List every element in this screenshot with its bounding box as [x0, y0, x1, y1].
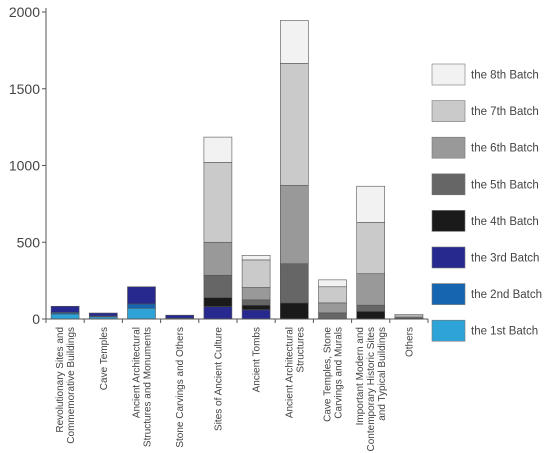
legend-label: the 3rd Batch	[471, 253, 539, 265]
legend-label: the 5th Batch	[471, 179, 539, 191]
category-label: Commemorative Buildings	[66, 327, 77, 444]
category-label: Carvings and Murals	[334, 327, 345, 419]
bar-segment-5-series-3	[241, 304, 271, 311]
bar-segment-7-series-7	[318, 279, 347, 288]
bar-segment-7-series-4	[318, 312, 347, 320]
bar-segment-9-series-7	[394, 314, 424, 317]
bar-segment-0-series-0	[50, 313, 80, 320]
plot-area	[50, 20, 424, 320]
bar-segment-4-series-5	[203, 241, 233, 276]
legend-swatch	[431, 63, 466, 86]
bar-segment-2-series-1	[127, 303, 156, 309]
bar-segment-8-series-6	[356, 221, 386, 275]
legend-label: the 1st Batch	[471, 326, 538, 338]
bar-segment-8-series-7	[356, 185, 386, 223]
y-tick-label: 500	[17, 234, 41, 250]
legend-swatch	[431, 319, 466, 342]
category-label: Others	[404, 327, 415, 357]
category-label: and Typical Buildings	[377, 327, 388, 421]
bar-segment-6-series-3	[279, 302, 309, 320]
category-label: Ancient Architectural	[284, 327, 295, 418]
y-tick-label: 1000	[9, 158, 40, 174]
axes: 0 500 1000 1500 2000	[9, 4, 429, 327]
bar-segment-1-series-2	[89, 312, 118, 317]
legend-swatch	[431, 173, 466, 196]
bar-segment-6-series-6	[279, 63, 309, 186]
legend-label: the 4th Batch	[471, 216, 539, 228]
y-tick-label: 0	[32, 311, 40, 327]
bar-segment-0-series-2	[50, 305, 80, 313]
bar-segment-5-series-5	[241, 287, 271, 301]
bar-segment-6-series-5	[279, 185, 309, 265]
bar-segment-5-series-6	[241, 259, 271, 288]
legend-swatch	[431, 283, 466, 305]
legend-swatch	[431, 210, 466, 232]
bar-segment-2-series-2	[127, 286, 156, 305]
category-label: Cave Temples	[99, 327, 110, 390]
bar-segment-5-series-2	[241, 309, 271, 320]
bar-segment-2-series-0	[127, 307, 156, 320]
category-label: Ancient Tombs	[252, 327, 263, 392]
bar-segment-4-series-2	[203, 306, 233, 320]
category-label: Structures and Monuments	[143, 327, 154, 447]
bar-segment-4-series-4	[203, 274, 233, 298]
legend: the 8th Batch the 7th Batch the 6th Batch t…	[431, 63, 542, 342]
bar-segment-3-series-2	[165, 314, 194, 319]
bar-segment-5-series-7	[241, 254, 271, 261]
legend-swatch	[431, 246, 466, 269]
category-label: Important Modern and	[355, 327, 366, 425]
category-label: Revolutionary Sites and	[55, 327, 66, 433]
bar-segment-5-series-4	[241, 299, 271, 306]
bar-segment-8-series-5	[356, 273, 386, 306]
category-label: Structures	[295, 327, 306, 373]
category-label: Stone Carvings and Others	[175, 327, 186, 448]
bar-segment-6-series-7	[279, 20, 309, 64]
legend-label: the 8th Batch	[471, 70, 539, 82]
category-label: Sites of Ancient Culture	[213, 327, 224, 431]
y-tick-label: 1500	[9, 81, 40, 97]
bar-segment-8-series-4	[356, 304, 386, 312]
bar-segment-4-series-6	[203, 162, 233, 243]
bar-segment-4-series-3	[203, 297, 233, 308]
legend-label: the 7th Batch	[471, 106, 539, 118]
legend-label: the 2nd Batch	[471, 289, 542, 301]
x-axis-labels: Revolutionary Sites and Commemorative Bui…	[55, 327, 415, 452]
category-label: Ancient Architectural	[132, 327, 143, 418]
bar-segment-6-series-4	[279, 263, 309, 304]
bar-segment-8-series-3	[356, 311, 386, 320]
bar-segment-4-series-7	[203, 136, 233, 163]
bar-segment-7-series-5	[318, 302, 347, 314]
bar-segment-7-series-6	[318, 286, 347, 304]
category-label: Contemporary Historic Sites	[366, 327, 377, 451]
y-tick-label: 2000	[9, 4, 40, 20]
legend-label: the 6th Batch	[471, 143, 539, 155]
legend-swatch	[431, 136, 466, 159]
legend-swatch	[431, 100, 466, 122]
category-label: Cave Temples, Stone	[323, 327, 334, 422]
